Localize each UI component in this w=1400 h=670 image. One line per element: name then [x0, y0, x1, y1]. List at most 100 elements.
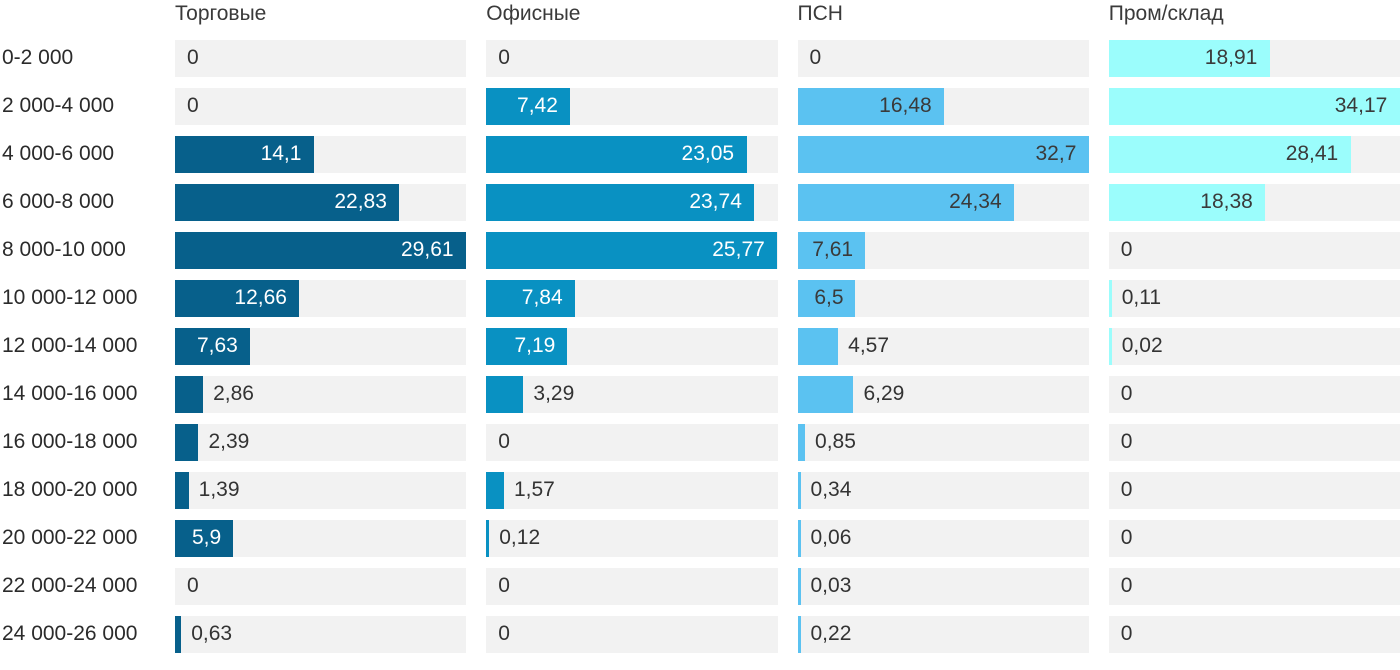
bar-value-label: 0 [1120, 574, 1133, 597]
bar-value-label: 0,34 [810, 478, 852, 501]
bar-track: 14,1 [175, 135, 467, 173]
bar-value-label: 0 [1120, 478, 1133, 501]
bar [486, 327, 568, 365]
bar-value-label: 6,29 [863, 382, 905, 405]
bar [175, 615, 182, 653]
bar-track: 0 [486, 423, 778, 461]
row-label: 18 000-20 000 [2, 478, 138, 501]
bar-track: 2,86 [175, 375, 467, 413]
bar-track: 0,06 [797, 519, 1089, 557]
bar-value-label: 29,61 [401, 238, 454, 261]
bar [175, 183, 400, 221]
bar-value-label: 0,02 [1121, 334, 1163, 357]
bar-track: 0 [1108, 519, 1400, 557]
bar-track: 0,03 [797, 567, 1089, 605]
bar-value-label: 2,39 [208, 430, 250, 453]
bar [797, 423, 806, 461]
bar-track: 12,66 [175, 279, 467, 317]
bar-value-label: 0 [187, 46, 199, 69]
bar-value-label: 32,7 [1035, 142, 1077, 165]
bar-track: 25,77 [486, 231, 778, 269]
bar-track: 6,29 [797, 375, 1089, 413]
bar [1108, 135, 1351, 173]
bar-value-label: 0 [498, 430, 510, 453]
bar-value-label: 7,84 [521, 286, 563, 309]
bar-value-label: 3,29 [533, 382, 575, 405]
bar-track: 0,85 [797, 423, 1089, 461]
bar-value-label: 0 [809, 46, 822, 69]
bar-value-label: 25,77 [712, 238, 765, 261]
bar-value-label: 0,11 [1121, 286, 1162, 309]
bar-track: 0 [1108, 375, 1400, 413]
row-label: 8 000-10 000 [2, 238, 126, 261]
bar-track: 24,34 [797, 183, 1089, 221]
bar-value-label: 2,86 [213, 382, 254, 405]
bar-value-label: 7,42 [517, 94, 558, 117]
column-header-prom-sklad: Пром/склад [1108, 2, 1224, 25]
bar-value-label: 0,63 [191, 622, 233, 645]
bar-value-label: 0 [1120, 238, 1133, 261]
bar-value-label: 0,85 [815, 430, 856, 453]
bar-track: 0 [175, 87, 467, 125]
bar [175, 519, 233, 557]
bar-track: 0 [1108, 423, 1400, 461]
bar [486, 471, 504, 509]
bar-value-label: 0 [1120, 430, 1133, 453]
bar [175, 375, 204, 413]
bar-track: 23,74 [486, 183, 778, 221]
bar-track: 0 [1108, 567, 1400, 605]
bar [797, 231, 866, 269]
bar-track: 32,7 [797, 135, 1089, 173]
bar [175, 231, 466, 269]
bar [486, 279, 575, 317]
column-header-torgovye: Торговые [175, 2, 267, 25]
bar [1108, 87, 1400, 125]
row-label: 12 000-14 000 [2, 334, 138, 357]
column-header-ofisnye: Офисные [486, 2, 581, 25]
bar-track: 6,5 [797, 279, 1089, 317]
row-label: 10 000-12 000 [2, 286, 138, 309]
bar-value-label: 18,38 [1200, 190, 1253, 213]
bar [797, 87, 945, 125]
bar-value-label: 1,39 [198, 478, 240, 501]
bar-value-label: 0 [498, 622, 510, 645]
bar-value-label: 0,06 [810, 526, 852, 549]
bar [1108, 183, 1266, 221]
bar-value-label: 28,41 [1285, 142, 1339, 165]
bar-value-label: 0 [1120, 526, 1133, 549]
bar-value-label: 0 [498, 46, 510, 69]
bar [486, 183, 755, 221]
row-label: 0-2 000 [2, 46, 74, 69]
bar [486, 87, 571, 125]
bar-value-label: 0,12 [499, 526, 541, 549]
bar [797, 471, 801, 509]
row-label: 20 000-22 000 [2, 526, 138, 549]
bar-track: 22,83 [175, 183, 467, 221]
bar [797, 615, 801, 653]
bar-value-label: 5,9 [191, 526, 222, 549]
row-label: 6 000-8 000 [2, 190, 115, 213]
bar-track: 16,48 [797, 87, 1089, 125]
bar-value-label: 0 [1120, 622, 1133, 645]
bar-track: 0 [175, 39, 467, 77]
bar-value-label: 24,34 [949, 190, 1002, 213]
bar [1108, 327, 1112, 365]
bar [797, 279, 856, 317]
bar [486, 135, 747, 173]
bar-track: 0 [1108, 231, 1400, 269]
column-header-psn: ПСН [797, 2, 843, 25]
bar-value-label: 7,19 [514, 334, 556, 357]
bar [797, 519, 801, 557]
bar [797, 135, 1089, 173]
bar [486, 231, 778, 269]
bar-value-label: 7,61 [812, 238, 854, 261]
bar [1108, 39, 1270, 77]
bar-track: 1,57 [486, 471, 778, 509]
bar-track: 3,29 [486, 375, 778, 413]
bar-value-label: 0 [498, 574, 510, 597]
bar-track: 0 [1108, 615, 1400, 653]
row-label: 14 000-16 000 [2, 382, 138, 405]
bar-value-label: 14,1 [260, 142, 302, 165]
bar [797, 327, 839, 365]
